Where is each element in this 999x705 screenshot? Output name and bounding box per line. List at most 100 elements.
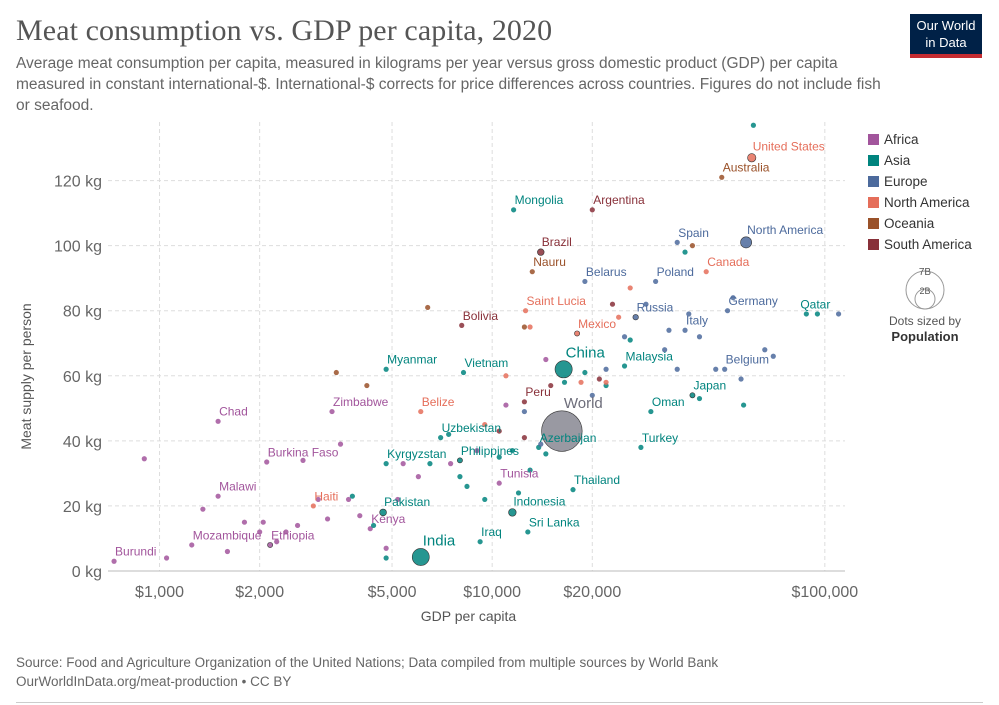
point-label: Sri Lanka [529,515,580,529]
data-point [324,516,331,522]
data-point [425,304,431,311]
legend-label: Oceania [884,216,935,231]
data-point [741,402,747,408]
data-point-turkey [638,444,644,450]
data-point [200,506,206,512]
legend-label: Africa [884,132,919,147]
data-point-saint-lucia [522,308,529,314]
y-tick-label: 100 kg [54,239,102,256]
data-point [561,379,568,385]
data-point [666,327,672,333]
data-point [446,431,452,437]
point-label: Canada [707,255,749,269]
data-point-canada [703,269,709,275]
data-point-mexico [574,330,580,337]
data-point-mongolia [511,207,517,213]
data-point [315,496,321,503]
data-point-kenya [367,526,373,532]
data-point [696,395,703,402]
point-label: Nauru [533,255,566,269]
data-point [578,379,584,385]
data-point [521,324,528,330]
data-point [543,451,549,457]
data-point [294,522,301,529]
data-point [370,522,377,529]
legend-swatch [868,134,879,145]
point-label: Kenya [371,512,405,526]
point-label: Oman [652,395,685,409]
point-label: Belize [422,395,455,409]
y-tick-label: 80 kg [63,304,102,321]
point-label: Vietnam [464,356,508,370]
x-tick-label: $1,000 [135,584,184,601]
point-label: Mexico [578,317,616,331]
data-point [383,555,389,561]
data-point [383,545,389,551]
data-point [503,402,509,408]
point-label: Ethiopia [271,528,315,542]
legend-label: Asia [884,153,911,168]
data-point-italy [682,327,688,333]
data-point-thailand [570,487,576,493]
data-point-philippines [457,457,463,464]
footer: Source: Food and Agriculture Organizatio… [16,653,718,691]
data-point-ethiopia [267,542,274,548]
data-point [415,474,421,480]
data-point [738,376,744,382]
data-point [662,347,668,353]
data-point [521,435,528,441]
legend-swatch [868,197,879,208]
data-point [538,441,544,447]
data-point [283,529,289,535]
footer-divider [16,702,983,703]
point-label: Belarus [586,265,627,279]
data-point [400,461,406,467]
point-label: Uzbekistan [442,421,501,435]
data-point-pakistan [379,508,387,517]
owid-logo[interactable]: Our World in Data [910,14,982,58]
x-tick-label: $100,000 [791,584,858,601]
size-legend-small-label: 2B [919,286,930,296]
source-url[interactable]: OurWorldInData.org/meat-production • CC … [16,674,292,689]
data-point [696,334,703,340]
data-point-chad [215,418,221,424]
data-point-vietnam [460,369,467,376]
data-point [241,519,248,525]
data-point [616,314,622,320]
data-point [224,548,231,555]
data-point [141,456,147,462]
data-point-bolivia [459,322,465,328]
data-point-burundi [111,558,117,564]
data-point [337,441,344,447]
data-point-poland [653,278,659,285]
point-label: Burkina Faso [268,445,339,459]
legend-label: Europe [884,174,928,189]
point-label: Poland [657,265,694,279]
x-tick-label: $5,000 [368,584,417,601]
legend-swatch [868,176,879,187]
point-label: Qatar [800,297,830,311]
point-label: China [566,345,606,362]
size-legend-caption: Dots sized by [889,314,961,328]
data-point-united-states [747,153,757,163]
point-label: Japan [693,379,726,393]
data-point-australia [719,174,725,180]
point-label: Iraq [481,525,502,539]
data-point [814,311,820,317]
data-point-myanmar [383,366,389,372]
data-point-oman [648,408,654,415]
data-point [543,356,549,363]
data-point-argentina [589,207,595,213]
data-point [496,454,502,460]
data-point-belarus [582,278,588,285]
legend-swatch [868,155,879,166]
data-point [589,392,595,398]
size-legend-circle-small [914,288,936,310]
data-point [689,243,696,249]
point-label: Turkey [642,431,678,445]
size-legend-caption-bold: Population [891,329,958,344]
data-point [496,428,502,434]
data-point [474,448,480,454]
data-point [482,496,488,503]
point-label: Kyrgyzstan [387,447,446,461]
